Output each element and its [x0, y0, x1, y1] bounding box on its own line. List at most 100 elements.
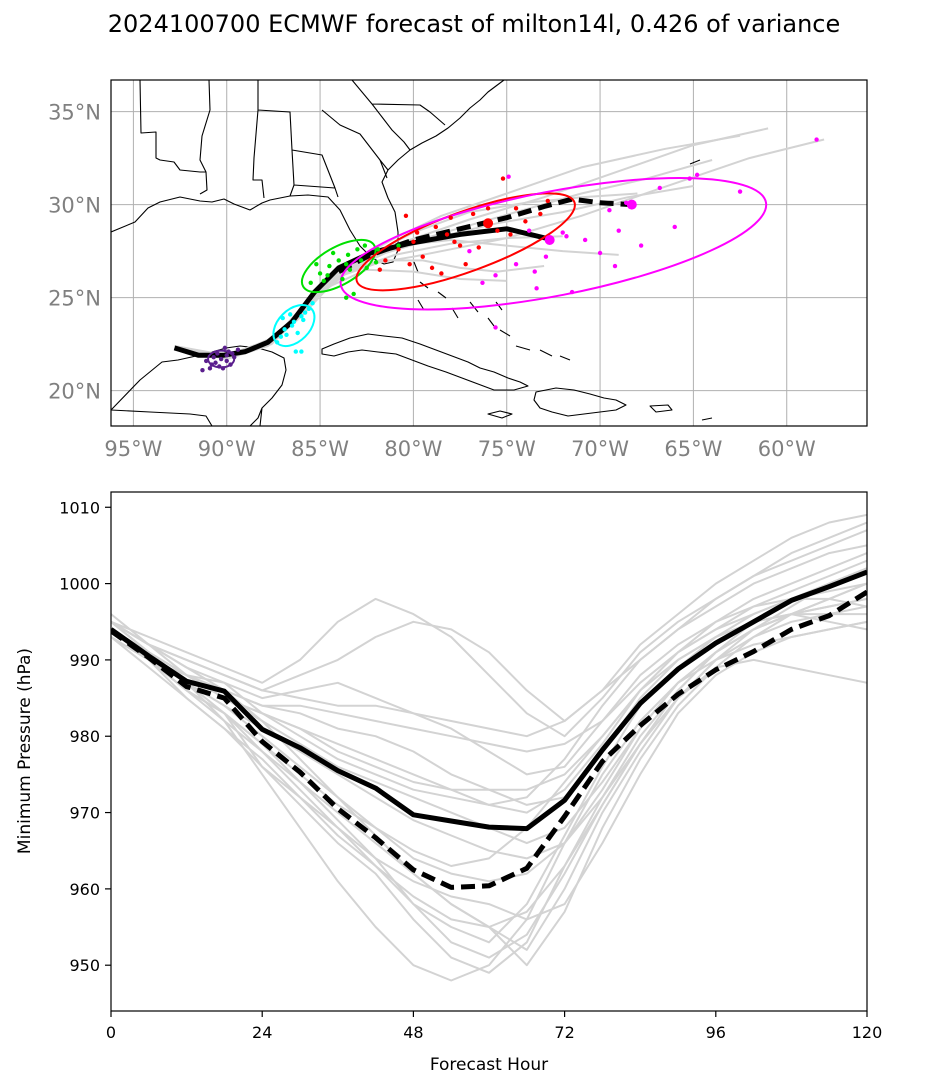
cluster-point: [302, 310, 308, 315]
ensemble-track: [174, 138, 825, 359]
cluster-point: [220, 366, 226, 371]
cluster-point: [814, 137, 819, 142]
cluster-point: [433, 224, 438, 230]
cluster-point: [232, 354, 237, 360]
cluster-point: [407, 261, 412, 267]
cluster-point: [215, 351, 220, 356]
cluster-point: [209, 362, 214, 367]
cluster-point: [222, 345, 228, 351]
y-tick-label: 950: [69, 956, 100, 975]
map-x-tick-label: 65°W: [664, 437, 722, 461]
cluster-point: [291, 319, 297, 325]
coastline-jamaica: [487, 410, 513, 419]
cluster-point: [396, 247, 401, 252]
pressure-frame: [110, 491, 868, 1012]
coastline-hispaniola: [533, 387, 627, 417]
x-tick-label: 24: [252, 1023, 272, 1042]
cluster-point: [213, 360, 218, 365]
cluster-point: [344, 295, 349, 300]
mean-track-dashed: [337, 196, 632, 274]
track-map-panel: 95°W 90°W 85°W 80°W 75°W 70°W 65°W 60°W 20°N 25°N…: [48, 79, 868, 461]
map-frame: [110, 79, 868, 427]
cluster-point: [429, 265, 435, 271]
pressure-ticks: 0 24 48 72 96 120 950 960 970 980 990 1000 1010: [59, 498, 882, 1042]
cluster-point: [200, 367, 205, 373]
x-tick-label: 120: [852, 1023, 883, 1042]
cluster-ellipse: [300, 238, 377, 294]
cluster-point: [347, 267, 353, 272]
cluster-point: [523, 219, 528, 224]
y-axis-label: Minimum Pressure (hPa): [15, 648, 35, 854]
cluster-point: [301, 317, 306, 323]
cluster-point: [538, 211, 543, 217]
cluster-point: [543, 254, 549, 259]
cluster-point: [217, 364, 222, 369]
y-tick-label: 1000: [59, 575, 100, 594]
cluster-point: [463, 261, 468, 267]
cluster-point: [513, 206, 519, 211]
cluster-point: [218, 356, 224, 362]
x-axis-label: Forecast Hour: [430, 1055, 548, 1075]
chart-title: 2024100700 ECMWF forecast of milton14l, …: [107, 10, 841, 38]
cluster-point: [737, 189, 743, 194]
cluster-point: [411, 239, 416, 245]
mean-marker: [483, 218, 494, 229]
pressure-panel: 0 24 48 72 96 120 950 960 970 980 990 1000 1010 Fore…: [15, 491, 882, 1075]
ensemble-pressure-line: [111, 582, 867, 753]
ensemble-pressure-line: [111, 620, 867, 921]
cluster-point: [282, 327, 287, 332]
cluster-point: [403, 213, 409, 218]
cluster-point: [480, 280, 485, 285]
cluster-point: [314, 261, 319, 267]
x-tick-label: 48: [403, 1023, 423, 1042]
cluster-point: [448, 215, 453, 220]
cluster-point: [373, 260, 379, 265]
cluster-point: [278, 334, 284, 339]
cluster-point: [228, 362, 233, 367]
cluster-point: [230, 351, 235, 356]
cluster-point: [560, 230, 565, 235]
cluster-point: [344, 261, 349, 267]
cluster-point: [607, 208, 612, 213]
y-tick-label: 1010: [59, 498, 100, 517]
cluster-point: [467, 248, 472, 254]
map-x-tick-label: 75°W: [478, 437, 536, 461]
cluster-point: [235, 347, 241, 352]
cluster-point: [284, 332, 289, 338]
cluster-point: [377, 267, 382, 272]
cluster-point: [569, 289, 575, 295]
cluster-point: [321, 278, 326, 284]
cluster-point: [336, 258, 341, 263]
cluster-point: [289, 323, 295, 328]
map-background: [111, 80, 867, 426]
coastline-puerto-rico: [649, 404, 673, 413]
mean-pressure-dashed: [111, 589, 867, 890]
mean-markers: [483, 199, 637, 245]
cluster-point: [612, 263, 618, 269]
map-y-tick-label: 20°N: [48, 380, 101, 404]
map-x-tick-label: 80°W: [384, 437, 442, 461]
cluster-point: [308, 280, 313, 285]
map-x-tick-label: 90°W: [198, 437, 256, 461]
ensemble-pressure-line: [111, 567, 867, 944]
cluster-point: [325, 273, 330, 278]
cluster-point: [526, 228, 532, 233]
cluster-point: [224, 358, 229, 364]
cluster-point: [299, 314, 304, 319]
mean-pressure-solid: [111, 569, 867, 832]
cluster-point: [355, 247, 360, 252]
cluster-point: [564, 234, 569, 239]
map-x-tick-label: 60°W: [758, 437, 816, 461]
cluster-point: [582, 237, 588, 243]
cluster-point: [532, 269, 537, 274]
y-tick-label: 980: [69, 727, 100, 746]
cluster-point: [687, 176, 692, 181]
cluster-point: [506, 174, 511, 179]
cluster-point: [396, 243, 401, 248]
cluster-point: [508, 232, 513, 237]
cluster-point: [364, 265, 369, 271]
cluster-point: [375, 247, 381, 252]
cluster-point: [288, 312, 293, 317]
cluster-point: [444, 232, 450, 237]
cluster-point: [306, 306, 312, 312]
